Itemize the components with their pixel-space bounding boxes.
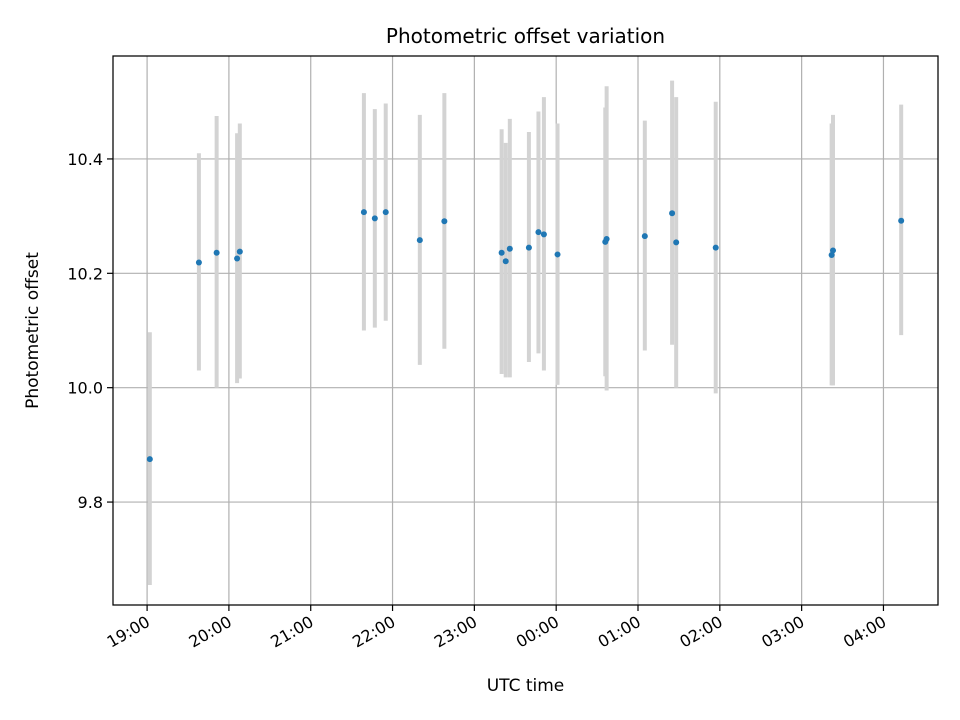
data-point — [830, 247, 836, 254]
y-tick-label: 9.8 — [78, 493, 103, 512]
y-axis-ticks: 9.8 10.0 10.2 10.4 — [67, 150, 113, 512]
y-tick-label: 10.4 — [67, 150, 103, 169]
data-point — [360, 209, 367, 216]
data-point — [525, 244, 532, 251]
data-point — [603, 236, 610, 242]
data-point — [146, 456, 153, 463]
x-tick-label: 22:00 — [349, 612, 398, 652]
x-tick-label: 20:00 — [185, 612, 234, 652]
data-point — [195, 259, 202, 266]
x-tick-label: 21:00 — [267, 612, 316, 652]
data-point — [554, 251, 561, 258]
data-point — [641, 233, 648, 240]
x-axis-label: UTC time — [487, 676, 565, 696]
data-points — [146, 209, 905, 463]
x-tick-label: 04:00 — [840, 612, 889, 652]
data-point — [506, 245, 513, 252]
data-point — [898, 217, 905, 224]
data-point — [213, 249, 220, 256]
y-tick-label: 10.0 — [67, 379, 103, 398]
x-axis-ticks: 19:00 20:00 21:00 22:00 23:00 00:00 01:00 02:00… — [104, 605, 889, 652]
data-point — [669, 210, 676, 217]
x-tick-label: 01:00 — [595, 612, 644, 652]
data-point — [234, 255, 241, 262]
data-point — [712, 244, 719, 251]
plot-area-frame — [112, 55, 939, 606]
data-point — [498, 249, 505, 256]
data-point — [382, 209, 389, 216]
error-bars — [147, 80, 904, 585]
data-point — [416, 237, 423, 244]
data-point — [535, 229, 542, 236]
x-tick-label: 02:00 — [676, 612, 725, 652]
data-point — [371, 215, 378, 222]
x-tick-label: 03:00 — [758, 612, 807, 652]
data-point — [441, 218, 448, 225]
x-tick-label: 19:00 — [104, 612, 153, 652]
x-tick-label: 23:00 — [431, 612, 480, 652]
y-tick-label: 10.2 — [67, 264, 103, 283]
data-point — [502, 258, 509, 265]
data-point — [673, 239, 680, 246]
x-tick-label: 00:00 — [513, 612, 562, 652]
data-point — [236, 248, 243, 255]
data-point — [540, 231, 547, 238]
y-axis-label: Photometric offset — [23, 252, 43, 409]
data-point — [828, 252, 835, 259]
chart-title: Photometric offset variation — [386, 24, 665, 48]
